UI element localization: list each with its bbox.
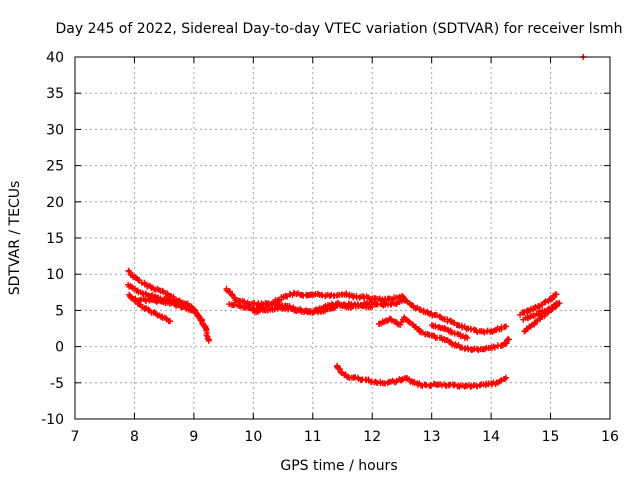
x-tick-label: 15: [542, 429, 560, 445]
data-point-track-k: [441, 324, 448, 331]
data-point-track-l: [450, 382, 457, 389]
chart-title: Day 245 of 2022, Sidereal Day-to-day VTE…: [56, 21, 623, 37]
x-tick-label: 7: [71, 429, 80, 445]
data-point-track-l: [428, 381, 435, 388]
y-tick-label: 0: [55, 340, 64, 356]
x-tick-label: 14: [482, 429, 500, 445]
x-tick-label: 13: [423, 429, 441, 445]
data-point-track-k: [464, 334, 471, 341]
data-point-track-j: [505, 336, 512, 343]
data-point-track-o: [553, 300, 560, 307]
data-point-track-f: [236, 302, 243, 309]
data-point-track-c: [153, 311, 160, 318]
y-tick-label: -5: [50, 376, 64, 392]
x-tick-label: 16: [601, 429, 619, 445]
y-tick-label: 5: [55, 303, 64, 319]
x-tick-label: 11: [304, 429, 322, 445]
x-tick-label: 8: [130, 429, 139, 445]
data-point-track-c: [167, 318, 174, 325]
data-points: [125, 54, 587, 390]
data-point-track-h: [502, 323, 509, 330]
y-tick-label: 40: [46, 50, 64, 66]
data-point-track-n: [553, 291, 560, 298]
data-point-track-h: [403, 297, 410, 304]
data-point-track-g: [345, 300, 352, 307]
y-tick-label: 30: [46, 122, 64, 138]
y-axis-label: SDTVAR / TECUs: [7, 181, 23, 296]
data-point-track-l: [467, 383, 474, 390]
ticks: 7 8 9 10 11 12 13 14 15 16 -10 -5 0 5 10 15 20 25 30 35 40: [41, 50, 619, 445]
data-point-track-o: [527, 314, 534, 321]
y-tick-label: 35: [46, 86, 64, 102]
data-point-track-l: [474, 383, 481, 390]
data-point-track-g: [261, 306, 268, 313]
y-tick-label: 25: [46, 159, 64, 175]
data-point-track-a: [159, 287, 166, 294]
x-axis-label: GPS time / hours: [280, 458, 397, 474]
y-tick-label: -10: [41, 412, 64, 428]
data-point-track-l: [502, 374, 509, 381]
data-point-track-b: [202, 325, 209, 332]
y-tick-label: 15: [46, 231, 64, 247]
y-tick-label: 10: [46, 267, 64, 283]
data-point-track-h: [416, 306, 423, 313]
data-point-track-e: [333, 292, 340, 299]
x-tick-label: 10: [244, 429, 262, 445]
x-tick-label: 9: [189, 429, 198, 445]
x-tick-label: 12: [363, 429, 381, 445]
y-tick-label: 20: [46, 195, 64, 211]
data-point-track-g: [369, 303, 376, 310]
data-point-track-b: [200, 322, 207, 329]
data-point-track-a: [205, 337, 212, 344]
data-point-track-c: [145, 306, 152, 313]
data-point-track-d: [187, 307, 194, 314]
grid: [75, 57, 610, 419]
